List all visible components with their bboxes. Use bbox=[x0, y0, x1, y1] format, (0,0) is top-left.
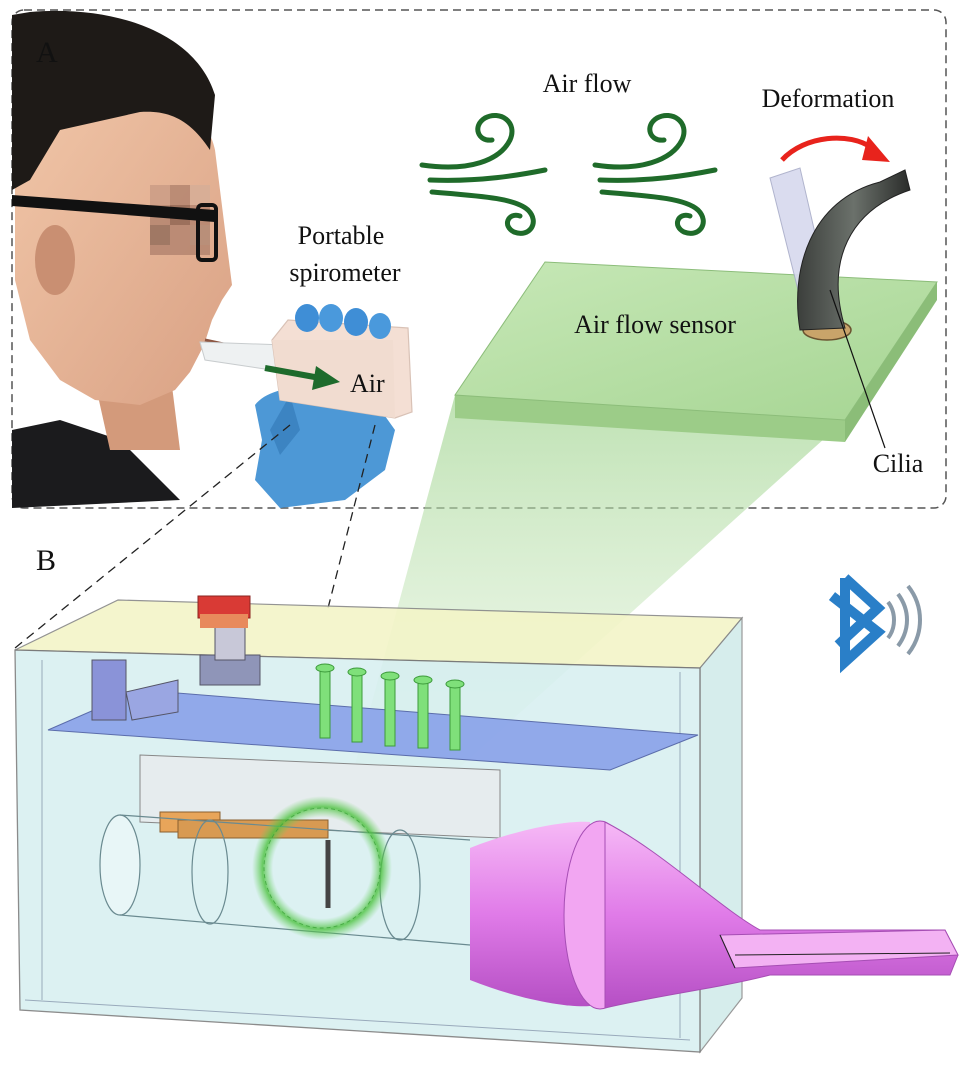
air-arrow-shaft bbox=[264, 365, 321, 381]
curved-arrow-icon bbox=[780, 135, 890, 162]
label-portable-line1: Portable bbox=[298, 221, 385, 250]
label-deformation: Deformation bbox=[762, 84, 895, 113]
label-air: Air bbox=[350, 369, 385, 398]
airflow-sensor-plate bbox=[454, 261, 938, 442]
cilia-illustration bbox=[769, 167, 911, 449]
panel-a-letter: A bbox=[36, 36, 58, 69]
zoom-line-right bbox=[326, 424, 376, 613]
air-arrow-head bbox=[312, 366, 340, 390]
label-air-flow-sensor: Air flow sensor bbox=[574, 310, 736, 339]
person-photo bbox=[12, 10, 232, 508]
wind-icon bbox=[419, 113, 718, 236]
label-air-flow: Air flow bbox=[543, 69, 632, 98]
label-cilia: Cilia bbox=[873, 449, 924, 478]
bluetooth-icon bbox=[828, 574, 922, 674]
label-portable-line2: spirometer bbox=[289, 258, 401, 287]
cilia-location-ring bbox=[252, 796, 392, 940]
panel-b-letter: B bbox=[36, 544, 56, 577]
mouthpiece bbox=[470, 820, 959, 1010]
spirometer-photo bbox=[199, 304, 413, 508]
